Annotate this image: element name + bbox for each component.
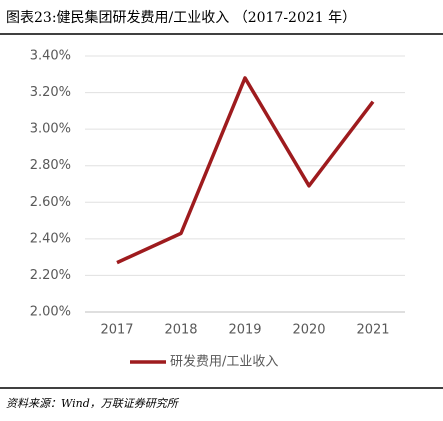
y-tick-label: 2.00%	[30, 305, 71, 320]
line-series	[116, 76, 375, 265]
legend-label: 研发费用/工业收入	[170, 354, 278, 370]
x-tick-label: 2019	[228, 323, 261, 338]
y-tick-label: 3.20%	[30, 85, 71, 100]
x-tick-label: 2020	[292, 323, 325, 338]
y-tick-label: 3.00%	[30, 122, 71, 137]
x-tick-label: 2017	[100, 323, 133, 338]
y-tick-label: 2.20%	[30, 268, 71, 283]
y-tick-label: 3.40%	[30, 49, 71, 64]
chart-title: 图表23:健民集团研发费用/工业收入 （2017-2021 年）	[6, 9, 356, 26]
x-tick-label: 2018	[164, 323, 197, 338]
source: 资料来源：Wind，万联证券研究所	[6, 397, 180, 410]
y-tick-label: 2.60%	[30, 195, 71, 210]
x-tick-label: 2021	[356, 323, 389, 338]
y-tick-label: 2.80%	[30, 158, 71, 173]
y-tick-label: 2.40%	[30, 231, 71, 246]
